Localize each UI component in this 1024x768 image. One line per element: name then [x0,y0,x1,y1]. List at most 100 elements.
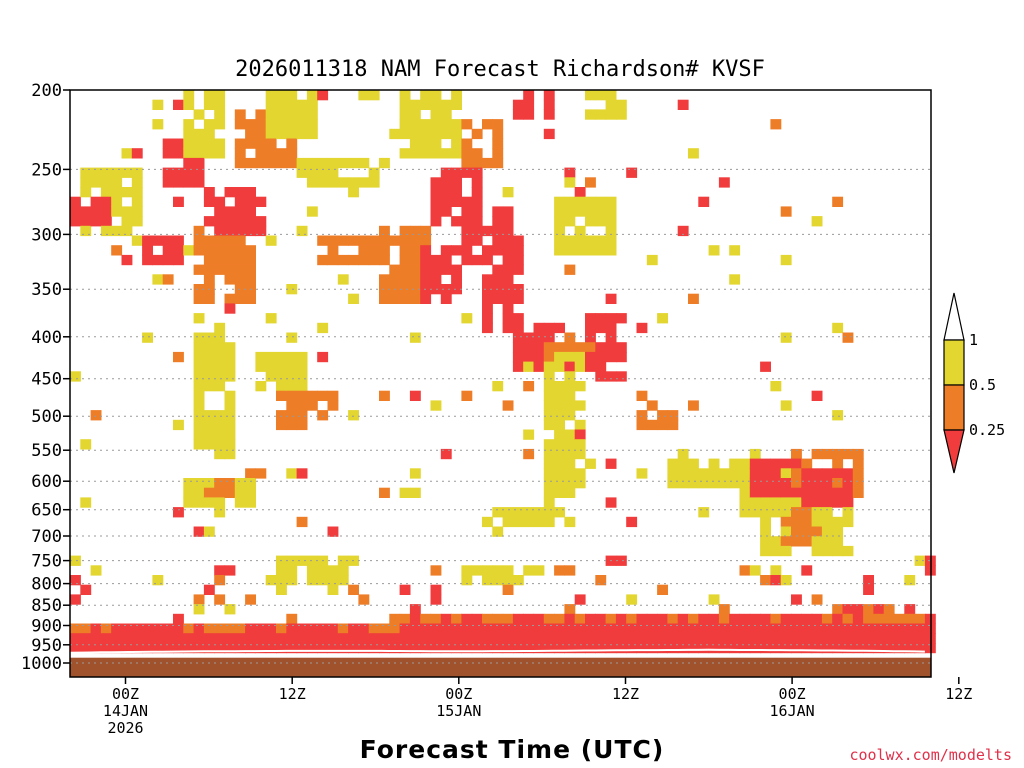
ri-cell [255,642,267,654]
ri-cell [389,235,401,246]
ri-cell [224,448,236,460]
ri-cell [203,187,215,198]
ri-cell [615,109,627,120]
ri-cell [471,254,483,266]
ri-cell [533,322,545,334]
ri-cell [585,342,596,353]
ri-cell [523,90,535,101]
ri-cell [667,410,679,421]
ri-cell [234,478,246,489]
ri-cell [173,235,184,246]
ri-cell [543,361,555,372]
ri-cell [512,633,524,644]
ri-cell [111,225,123,237]
ri-cell [296,109,308,120]
ri-cell [327,642,339,654]
ri-cell [276,128,287,140]
ri-cell [512,254,524,266]
ri-cell [605,245,617,256]
ri-cell [214,351,226,363]
ri-cell [863,633,874,644]
ri-cell [492,293,504,304]
ri-cell [399,119,411,130]
y-tick-label: 650 [31,501,62,521]
ri-cell [348,157,359,169]
ri-cell [193,284,205,295]
ri-cell [749,642,761,654]
ri-cell [276,390,287,401]
ri-cell [821,536,833,547]
ri-cell [255,138,267,149]
ri-cell [214,507,226,518]
ri-cell [564,342,576,353]
ri-cell [667,642,679,654]
ri-cell [564,216,576,227]
ri-cell [482,623,493,634]
ri-cell [595,206,607,217]
ri-cell [358,623,370,634]
ri-cell [605,293,617,304]
ri-cell [646,633,658,644]
ri-cell [327,167,339,178]
ri-cell [605,90,617,101]
ri-cell [173,613,184,625]
ri-cell [564,604,576,615]
ri-cell [512,507,524,518]
ri-cell [451,90,462,101]
ri-cell [832,196,844,207]
ri-cell [512,284,524,295]
y-tick-label: 950 [31,636,62,656]
ri-cell [121,623,133,634]
ri-cell [389,642,401,654]
ri-cell [543,381,555,392]
ri-cell [533,642,545,654]
ri-cell [770,458,782,469]
ri-cell [636,633,648,644]
ri-cell [595,109,607,120]
ri-cell [214,322,226,334]
ri-cell [821,487,833,498]
ri-cell [306,119,318,130]
ri-cell [348,254,359,266]
ri-cell [791,448,802,460]
ri-cell [595,623,607,634]
ri-cell [729,458,741,469]
ri-cell [780,487,792,498]
ri-cell [306,206,318,217]
ri-cell [574,187,586,198]
ri-cell [554,458,565,469]
ri-cell [265,235,277,246]
ri-cell [451,284,462,295]
ri-cell [183,478,195,489]
ri-cell [554,361,565,372]
x-tick-label: 00Z [445,685,472,703]
ri-cell [564,235,576,246]
ri-cell [512,235,524,246]
ri-cell [749,613,761,625]
ri-cell [255,157,267,169]
ri-cell [193,410,205,421]
y-tick-label: 300 [31,225,62,245]
ri-cell [595,351,607,363]
ri-cell [461,565,473,576]
ri-cell [183,128,195,140]
ri-cell [523,516,535,528]
ri-cell [894,642,905,654]
ri-cell [451,148,462,159]
ri-cell [451,177,462,188]
ri-cell [564,245,576,256]
ri-cell [461,390,473,401]
ri-cell [554,235,565,246]
ri-cell [420,148,432,159]
ri-cell [368,642,380,654]
ri-cell [348,293,359,304]
ri-cell [131,623,143,634]
ri-cell [451,187,462,198]
ri-cell [832,458,844,469]
ri-cell [224,633,236,644]
ri-cell [183,487,195,498]
ri-cell [306,565,318,576]
ri-cell [420,274,432,285]
ri-cell [245,206,256,217]
ri-cell [904,633,916,644]
